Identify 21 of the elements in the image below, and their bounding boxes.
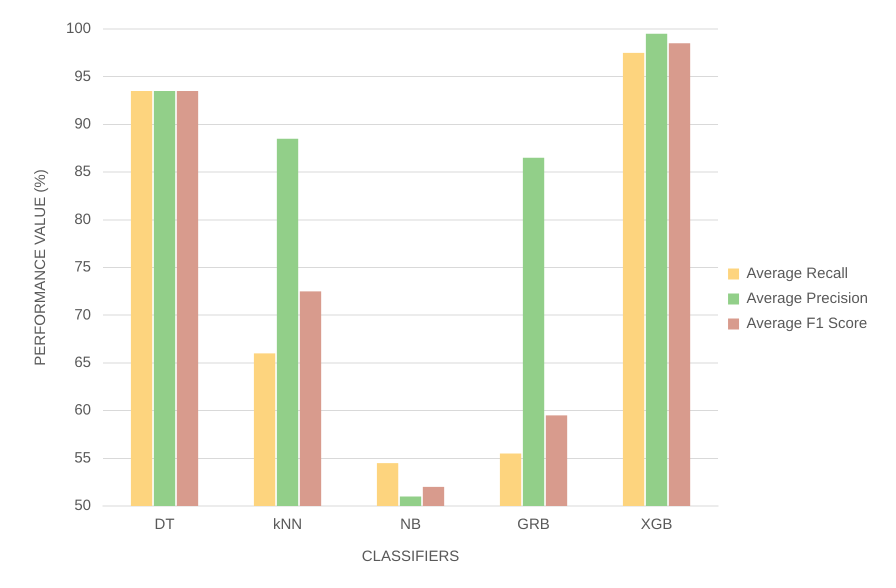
- y-tick-label: 85: [74, 163, 92, 180]
- y-tick-label: 50: [74, 497, 92, 514]
- legend-label: Average Recall: [746, 265, 848, 282]
- x-tick-label: kNN: [272, 516, 302, 534]
- y-tick-label: 65: [74, 354, 92, 372]
- y-tick-label: 55: [74, 449, 92, 466]
- y-tick-label: 75: [74, 258, 92, 276]
- y-tick-label: 70: [74, 306, 92, 324]
- x-tick-label: DT: [154, 516, 175, 534]
- x-tick-label: NB: [400, 516, 421, 534]
- legend-label: Average Precision: [746, 290, 868, 308]
- legend-label: Average F1 Score: [746, 315, 868, 332]
- y-tick-label: 60: [74, 402, 92, 419]
- x-tick-label: GRB: [517, 516, 550, 534]
- y-tick-label: 100: [66, 20, 92, 38]
- y-axis-title: PERFORMANCE VALUE (%): [32, 169, 50, 366]
- x-axis-title: CLASSIFIERS: [362, 548, 460, 566]
- y-tick-label: 90: [74, 116, 92, 133]
- x-tick-label: XGB: [640, 516, 672, 534]
- y-tick-label: 95: [74, 68, 92, 85]
- y-tick-label: 80: [74, 210, 92, 228]
